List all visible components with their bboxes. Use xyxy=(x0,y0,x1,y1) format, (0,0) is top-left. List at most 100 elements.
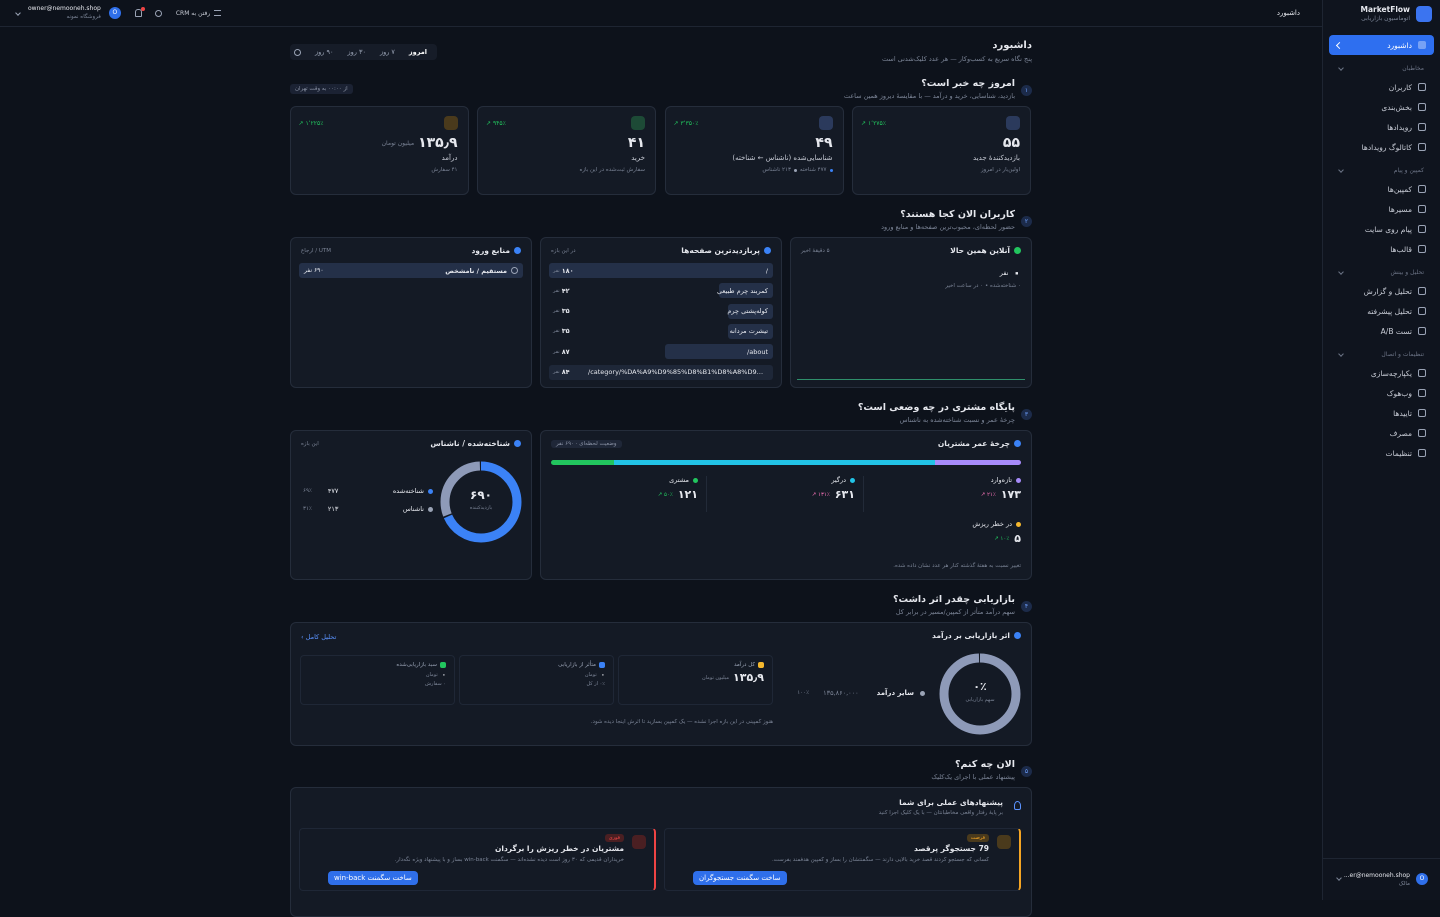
lifecycle-stage[interactable]: درگیر ۶۳۱ ۱۳۱٪ ↗ xyxy=(714,476,864,512)
nav-item[interactable]: قالب‌ها xyxy=(1329,239,1434,259)
legend-pct: ۱۰۰٪ xyxy=(797,690,810,696)
kpi-sub-part: اولین‌بار در امروز xyxy=(981,167,1020,173)
page-row[interactable]: تیشرت مردانه ۳۵ نفر xyxy=(549,323,773,339)
kpi-label: خرید xyxy=(631,154,645,162)
group-label: تحلیل و بینش xyxy=(1390,268,1424,276)
stage-name: تازه‌وارد xyxy=(990,476,1012,484)
page-count-wrap: ۳۵ نفر xyxy=(553,327,570,335)
panel-note: UTM / ارجاع xyxy=(301,247,332,254)
brand-tagline: اتوماسیون بازاریابی xyxy=(1361,15,1410,22)
box-value: ۱۳۵٫۹ xyxy=(733,671,764,684)
nav-item[interactable]: مسیرها xyxy=(1329,199,1434,219)
kpi-delta: ۱٬۲۲۵٪ ↗ xyxy=(298,120,324,127)
nav-item[interactable]: تست A/B xyxy=(1329,321,1434,341)
panel-title: آنلاین همین حالا xyxy=(950,246,1010,255)
page-unit: نفر xyxy=(553,287,560,294)
page-count-wrap: ۱۸۰ نفر xyxy=(553,267,574,275)
page-title: داشبورد xyxy=(992,40,1032,51)
page-name: کوله‌پشتی چرم xyxy=(727,307,768,316)
page-count: ۸۴ xyxy=(561,368,570,376)
online-value: ۰ xyxy=(1012,265,1021,281)
lifecycle-stage[interactable]: در خطر ریزش ۵ ۱۰٪ ↗ xyxy=(871,520,1021,556)
box-sub: ۰ سفارش xyxy=(424,681,446,687)
box-title: سبد بازاریابی‌شده xyxy=(396,662,437,668)
nav-item[interactable]: رویدادها xyxy=(1329,117,1434,137)
lifecycle-badge: وضعیت لحظه‌ای · ۶۹۰ نفر xyxy=(551,440,622,448)
range-tab[interactable]: ۷ روز xyxy=(379,48,395,56)
kpi-value: ۴۹ xyxy=(815,135,833,151)
page-unit: نفر xyxy=(553,369,560,375)
chevron xyxy=(1336,875,1342,881)
icon xyxy=(1418,409,1426,417)
nav-label: مسیرها xyxy=(1388,204,1412,214)
range-tab[interactable]: ۳۰ روز xyxy=(347,48,366,56)
chevron xyxy=(1338,65,1344,71)
full-analysis-link[interactable]: تحلیل کامل › xyxy=(301,633,337,641)
user[interactable]: owner@nemooneh.shop فروشگاه نمونه xyxy=(28,5,101,21)
refresh[interactable] xyxy=(294,48,301,56)
action-button[interactable]: ساخت سگمنت جستجوگران xyxy=(693,871,787,885)
section-title: امروز چه خبر است؟ xyxy=(921,78,1015,89)
nav-item-active[interactable]: داشبورد xyxy=(1329,35,1434,55)
page-count-wrap: ۸۴ نفر xyxy=(553,368,570,376)
nav-item[interactable]: تاییدها xyxy=(1329,403,1434,423)
source-row[interactable]: مستقیم / نامشخص ۶۹۰ نفر xyxy=(299,263,523,278)
section-head: ۱ امروز چه خبر است؟ بازدید، شناسایی، خرید … xyxy=(290,78,1032,102)
actions-title: پیشنهادهای عملی برای شما xyxy=(899,798,1003,807)
page-row[interactable]: /category/%DA%A9%D9%85%D8%B1%D8%A8%D9%86… xyxy=(549,364,773,380)
dot xyxy=(793,168,797,172)
kpi-sub: ۴۷۷ شناخته ۲۱۳ ناشناس xyxy=(762,167,833,173)
action-tag: فوری xyxy=(604,834,624,842)
page-row[interactable]: کوله‌پشتی چرم ۳۵ نفر xyxy=(549,303,773,319)
button-label: ساخت سگمنت جستجوگران xyxy=(699,874,781,882)
store-name: فروشگاه نمونه xyxy=(66,14,101,20)
actions-panel: پیشنهادهای عملی برای شما بر پایهٔ رفتار و… xyxy=(290,787,1032,917)
nav-item[interactable]: کاربران xyxy=(1329,77,1434,97)
lifecycle-stage[interactable]: تازه‌وارد ۱۷۳ ۲۱٪ ↗ xyxy=(871,476,1021,512)
dot xyxy=(850,477,855,483)
crm-link[interactable]: رفتن به CRM xyxy=(176,10,222,17)
nav-item[interactable]: تحلیل و گزارش xyxy=(1329,281,1434,301)
brand: MarketFlow اتوماسیون بازاریابی xyxy=(1331,5,1432,23)
icon xyxy=(514,247,521,254)
action-card: فوری مشتریان در خطر ریزش را برگردان خریدار… xyxy=(299,828,656,891)
page-row[interactable]: /about ۸۷ نفر xyxy=(549,344,773,360)
nav-label: یکپارچه‌سازی xyxy=(1370,368,1412,378)
known-panel: شناخته‌شده / ناشناس این بازه ۶۹۰ بازدیدکنند… xyxy=(290,430,532,580)
lifecycle-segment xyxy=(935,460,1021,465)
nav-item[interactable]: تحلیل پیشرفته xyxy=(1329,301,1434,321)
nav-list: داشبورد مخاطبان کاربران بخش‌بندی رویدادها کات… xyxy=(1329,35,1434,463)
bell[interactable] xyxy=(134,7,145,17)
known-row: شناخته‌شده ۴۷۷ ۶۹٪ xyxy=(303,487,433,495)
panel-header: اثر بازاریابی بر درآمد xyxy=(301,631,1021,640)
nav-label: تحلیل پیشرفته xyxy=(1367,306,1412,316)
nav-item[interactable]: تنظیمات xyxy=(1329,443,1434,463)
nav-item[interactable]: مصرف xyxy=(1329,423,1434,443)
kpi-value-row: ۴۱ xyxy=(628,135,645,151)
range-tab[interactable]: امروز xyxy=(408,48,427,56)
known-row: ناشناس ۲۱۳ ۳۱٪ xyxy=(303,505,433,513)
online-panel: آنلاین همین حالا ۵ دقیقهٔ اخیر ۰ نفر ۰ شناخت… xyxy=(790,237,1032,388)
lifecycle-stage[interactable]: مشتری ۱۲۱ ۵۰٪ ↗ xyxy=(557,476,707,512)
nav-item[interactable]: یکپارچه‌سازی xyxy=(1329,363,1434,383)
theme-toggle[interactable] xyxy=(154,9,162,17)
legend-name: سایر درآمد xyxy=(876,689,914,697)
nav-item[interactable]: وب‌هوک xyxy=(1329,383,1434,403)
nav-item[interactable]: کاتالوگ رویدادها xyxy=(1329,137,1434,157)
page-row[interactable]: / ۱۸۰ نفر xyxy=(549,263,773,278)
nav-item[interactable]: پیام روی سایت xyxy=(1329,219,1434,239)
footer-role: مالک xyxy=(1398,881,1410,887)
donut-center: ۰٪ xyxy=(973,680,987,693)
action-button[interactable]: ساخت سگمنت win-back xyxy=(328,871,418,885)
nav-item[interactable]: بخش‌بندی xyxy=(1329,97,1434,117)
stage-value-row: ۶۳۱ ۱۳۱٪ ↗ xyxy=(714,488,855,501)
page-unit: نفر xyxy=(553,308,560,315)
page-row[interactable]: کمربند چرم طبیعی ۴۲ نفر xyxy=(549,283,773,299)
donut-label: بازدیدکننده xyxy=(469,505,493,511)
nav-item[interactable]: کمپین‌ها xyxy=(1329,179,1434,199)
range-tab[interactable]: ۹۰ روز xyxy=(315,48,334,56)
page-bar xyxy=(549,263,773,278)
icon xyxy=(1014,632,1021,639)
dot xyxy=(693,477,698,483)
icon xyxy=(1418,143,1426,151)
